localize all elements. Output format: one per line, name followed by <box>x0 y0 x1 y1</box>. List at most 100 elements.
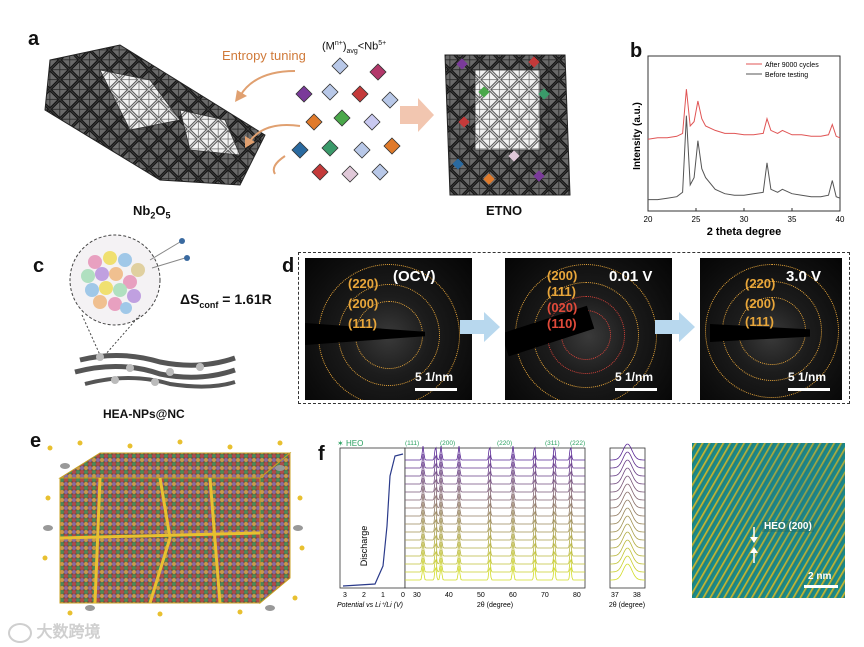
svg-text:60: 60 <box>509 592 517 599</box>
svg-text:3: 3 <box>343 592 347 599</box>
series-line-0 <box>647 89 841 140</box>
x-tick-label: 40 <box>836 215 845 224</box>
waterfall-trace <box>405 469 585 485</box>
svg-text:30: 30 <box>413 592 421 599</box>
inset-trace <box>610 507 645 525</box>
watermark: 大数跨境 <box>8 618 100 643</box>
waterfall-trace <box>405 557 585 573</box>
inset-trace <box>610 539 645 557</box>
entropy-arrows <box>235 70 301 175</box>
inset-trace <box>610 451 645 469</box>
inset-trace <box>610 499 645 517</box>
entropy-tuning-label: Entropy tuning <box>222 48 306 63</box>
inset-trace <box>610 547 645 565</box>
potential-axis-label: Potential vs Li⁺/Li (V) <box>337 602 403 609</box>
condition-label: (OCV) <box>393 268 436 285</box>
discharge-label: Discharge <box>359 526 369 567</box>
svg-text:✶: ✶ <box>337 439 344 448</box>
scale-label: 5 1/nm <box>615 370 654 384</box>
two-theta-axis-label: 2θ (degree) <box>477 602 513 609</box>
hrtem-lattice-image: HEO (200) 2 nm <box>692 443 845 598</box>
panel-label-f: f <box>318 443 325 465</box>
waterfall-trace <box>405 485 585 501</box>
saed-pattern-3-0v: (220) (200) (111) 3.0 V 5 1/nm <box>700 258 842 400</box>
g-scale-label: 2 nm <box>808 571 832 582</box>
svg-text:80: 80 <box>573 592 581 599</box>
watermark-logo-icon <box>8 622 32 643</box>
inset-trace <box>610 515 645 533</box>
waterfall-trace <box>405 565 585 581</box>
sequence-arrow-1 <box>460 312 500 342</box>
heo-200-annotation: HEO (200) <box>762 521 814 532</box>
inset-trace <box>610 523 645 541</box>
etno-crystal-structure <box>444 54 571 196</box>
waterfall-trace <box>405 445 585 461</box>
nb2o5-crystal-structure <box>44 44 266 186</box>
waterfall-trace <box>405 509 585 525</box>
etno-label: ETNO <box>486 203 523 218</box>
inset-trace <box>610 443 645 461</box>
x-tick-label: 25 <box>692 215 701 224</box>
forward-arrow <box>400 98 434 132</box>
inset-trace <box>610 491 645 509</box>
inset-axis-label: 2θ (degree) <box>609 602 645 609</box>
configurational-entropy: ΔSconf = 1.61R <box>180 291 272 310</box>
condition-label: 0.01 V <box>609 268 653 285</box>
waterfall-trace <box>405 517 585 533</box>
hea-nps-nc-caption: HEA-NPs@NC <box>103 407 185 421</box>
nb2o5-label: Nb2O5 <box>133 203 171 221</box>
scale-label: 5 1/nm <box>415 370 454 384</box>
chart-x-label: 2 theta degree <box>707 226 782 238</box>
scale-label: 5 1/nm <box>788 370 827 384</box>
panel-label-e: e <box>30 430 42 452</box>
panel-label-d: d <box>282 255 295 277</box>
sequence-arrow-2 <box>655 312 695 342</box>
svg-text:(111): (111) <box>405 440 419 447</box>
waterfall-trace <box>405 525 585 541</box>
x-tick-label: 20 <box>644 215 653 224</box>
svg-text:37: 37 <box>611 592 619 599</box>
inset-trace <box>610 555 645 573</box>
svg-text:(222): (222) <box>570 440 585 447</box>
x-tick-label: 30 <box>740 215 749 224</box>
saed-pattern-ocv: (220) (200) (111) (OCV) 5 1/nm <box>305 258 472 400</box>
chart-y-label: Intensity (a.u.) <box>632 102 643 170</box>
in-situ-xrd-waterfall: ✶ HEO (111) (200) (220) (311) (222) Disc… <box>337 439 646 609</box>
xrd-chart: 20 25 30 35 40 Intensity (a.u.) 2 theta degr… <box>632 55 845 238</box>
legend-before-testing: Before testing <box>765 72 808 79</box>
inset-trace <box>610 467 645 485</box>
heo-legend: HEO <box>346 439 363 448</box>
series-line-1 <box>648 115 841 201</box>
svg-text:38: 38 <box>633 592 641 599</box>
waterfall-trace <box>405 461 585 477</box>
chart-plot-frame <box>647 55 841 212</box>
hea-atomic-model-3d <box>42 439 305 617</box>
waterfall-trace <box>405 493 585 509</box>
panel-label-b: b <box>630 40 643 62</box>
waterfall-trace <box>405 549 585 565</box>
cation-radius-label: (Mn+)avg<Nb5+ <box>322 40 387 55</box>
svg-text:50: 50 <box>477 592 485 599</box>
panel-label-a: a <box>28 28 40 50</box>
x-tick-label: 35 <box>788 215 797 224</box>
panel-d-frame <box>298 252 850 404</box>
condition-label: 3.0 V <box>786 268 822 285</box>
svg-text:2: 2 <box>362 592 366 599</box>
svg-text:(311): (311) <box>545 440 560 447</box>
legend-after-cycles: After 9000 cycles <box>765 62 819 69</box>
svg-text:1: 1 <box>381 592 385 599</box>
svg-text:70: 70 <box>541 592 549 599</box>
chart-legend: After 9000 cycles Before testing <box>746 62 819 79</box>
inset-trace <box>610 475 645 493</box>
colored-octahedra-cluster <box>291 57 401 183</box>
waterfall-trace <box>405 453 585 469</box>
inset-trace <box>610 459 645 477</box>
panel-label-c: c <box>33 255 45 277</box>
inset-trace <box>610 531 645 549</box>
svg-text:40: 40 <box>445 592 453 599</box>
inset-trace <box>610 483 645 501</box>
svg-text:(220): (220) <box>497 440 512 447</box>
waterfall-trace <box>405 533 585 549</box>
svg-text:(200): (200) <box>440 440 455 447</box>
waterfall-trace <box>405 477 585 493</box>
